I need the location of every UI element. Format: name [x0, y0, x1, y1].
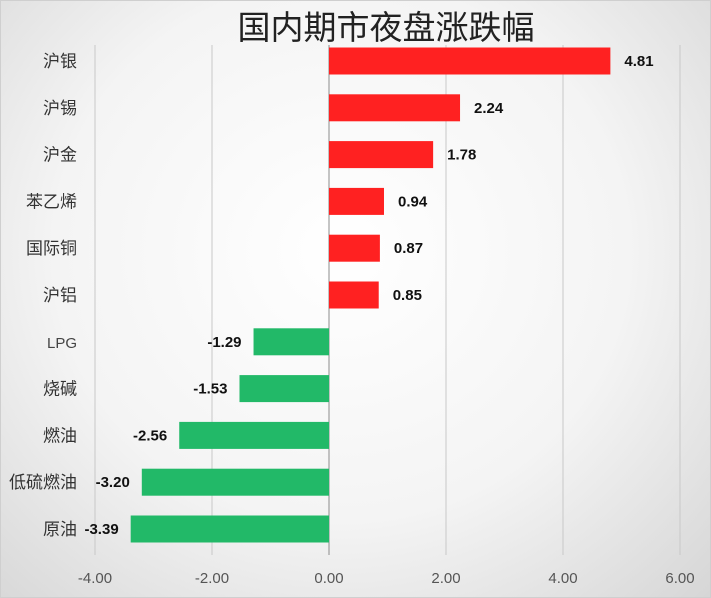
- x-tick-label: 0.00: [314, 570, 343, 587]
- x-tick-label: 4.00: [548, 570, 577, 587]
- category-label: 国际铜: [26, 239, 77, 259]
- category-label: 低硫燃油: [9, 473, 77, 493]
- category-label: 沪铝: [43, 286, 77, 306]
- data-label: 0.94: [398, 193, 428, 210]
- bar: [141, 468, 329, 496]
- data-label: -3.39: [84, 521, 118, 538]
- bar: [329, 141, 434, 169]
- bar-layer: [130, 47, 611, 543]
- category-label: 燃油: [43, 426, 77, 446]
- data-label: -3.20: [96, 474, 130, 491]
- bar: [329, 234, 380, 262]
- label-layer: 沪银 4.81 沪锡 2.24 沪金 1.78 苯乙烯 0.94 国际铜 0.87 沪铝 0.85 LP…: [9, 52, 654, 540]
- category-label: LPG: [47, 335, 77, 352]
- data-label: 0.85: [393, 287, 422, 304]
- data-label: -1.29: [207, 334, 241, 351]
- bar: [329, 47, 611, 75]
- data-label: 0.87: [394, 240, 423, 257]
- x-tick-label: 2.00: [431, 570, 460, 587]
- category-label: 苯乙烯: [26, 192, 77, 212]
- category-label: 沪金: [43, 146, 77, 166]
- bar: [253, 328, 329, 356]
- category-label: 原油: [43, 520, 77, 540]
- bar: [130, 515, 329, 543]
- data-label: 2.24: [474, 100, 504, 117]
- bar: [329, 94, 461, 122]
- x-tick-label: -2.00: [195, 570, 229, 587]
- chart-title: 国内期市夜盘涨跌幅: [238, 8, 535, 47]
- category-label: 沪锡: [43, 99, 77, 119]
- x-axis-ticks: -4.00 -2.00 0.00 2.00 4.00 6.00: [78, 570, 695, 587]
- bar: [179, 421, 329, 449]
- data-label: -2.56: [133, 427, 167, 444]
- category-label: 沪银: [43, 52, 77, 72]
- category-label: 烧碱: [43, 380, 77, 400]
- bar: [239, 375, 329, 403]
- x-tick-label: -4.00: [78, 570, 112, 587]
- x-tick-label: 6.00: [665, 570, 694, 587]
- bar: [329, 281, 379, 309]
- data-label: 4.81: [624, 53, 653, 70]
- data-label: 1.78: [447, 147, 476, 164]
- data-label: -1.53: [193, 381, 227, 398]
- bar: [329, 187, 384, 215]
